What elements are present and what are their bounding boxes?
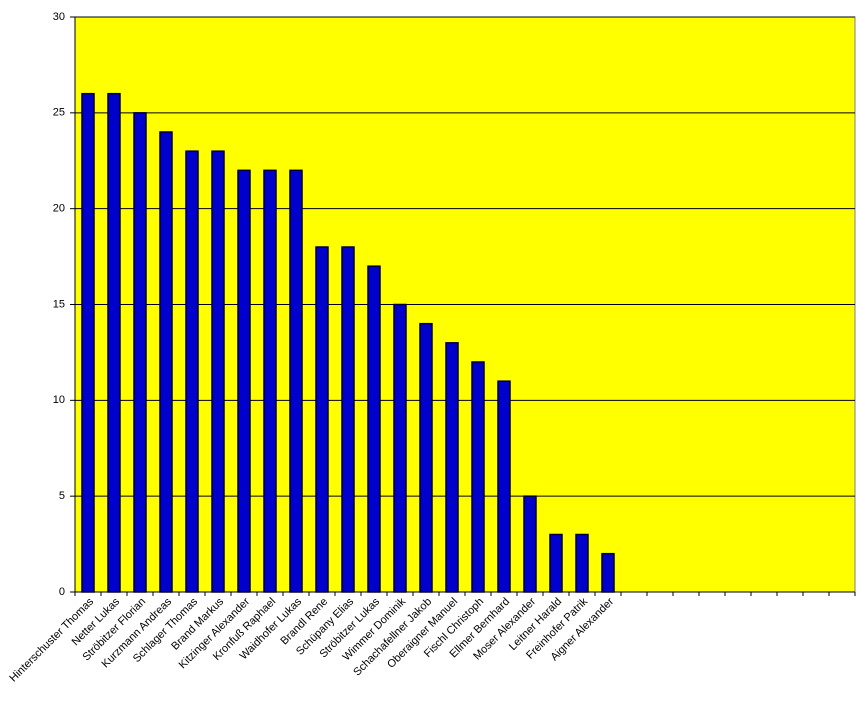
y-tick-label: 20	[53, 203, 65, 215]
bar	[315, 246, 329, 593]
y-tick-label: 30	[53, 11, 65, 23]
bar	[107, 92, 121, 593]
bar	[159, 131, 173, 593]
bar	[497, 380, 511, 593]
bar	[367, 265, 381, 593]
y-tick-label: 10	[53, 394, 65, 406]
bar	[185, 150, 199, 593]
bar	[81, 92, 95, 593]
bar	[445, 342, 459, 593]
y-tick-label: 0	[59, 586, 65, 598]
bar	[419, 322, 433, 593]
bar	[133, 112, 147, 593]
bar	[523, 495, 537, 593]
y-tick-label: 15	[53, 298, 65, 310]
bar	[237, 169, 251, 593]
y-tick-label: 5	[59, 490, 65, 502]
bar	[471, 361, 485, 593]
bar	[601, 552, 615, 593]
bar	[575, 533, 589, 593]
bar	[341, 246, 355, 593]
bar	[211, 150, 225, 593]
bar	[393, 303, 407, 593]
bar	[549, 533, 563, 593]
bar	[289, 169, 303, 593]
y-tick-label: 25	[53, 107, 65, 119]
bar	[263, 169, 277, 593]
